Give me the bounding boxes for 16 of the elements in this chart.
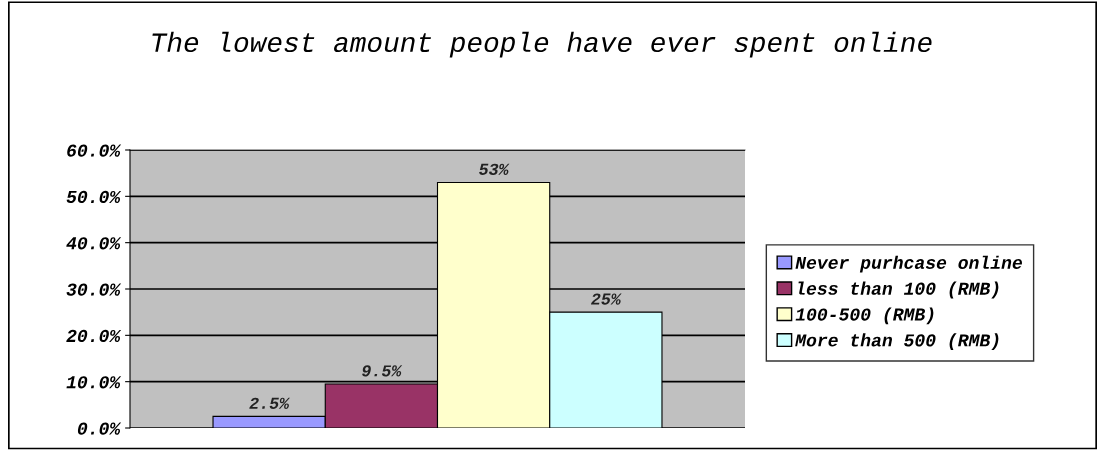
- y-tick-label: 40.0%: [66, 237, 122, 250]
- legend-label: less than 100 (RMB): [798, 281, 999, 299]
- data-label: 53%: [479, 163, 510, 175]
- y-tick-label: 10.0%: [66, 376, 122, 389]
- legend-label: 100-500 (RMB): [795, 307, 934, 325]
- data-label: 2.5%: [249, 397, 290, 409]
- y-tick-label: 0.0%: [77, 422, 122, 435]
- data-label: 9.5%: [362, 365, 403, 377]
- y-tick-label: 20.0%: [66, 329, 122, 343]
- chart-title: The lowest amount people have ever spent online: [152, 31, 932, 58]
- y-tick-label: 30.0%: [66, 283, 122, 296]
- data-label: 25%: [591, 293, 622, 305]
- y-tick-label: 50.0%: [66, 190, 122, 204]
- legend-label: More than 500 (RMB): [795, 333, 999, 351]
- legend-label: Never purhcase online: [795, 255, 1022, 273]
- y-tick-label: 60.0%: [67, 144, 122, 157]
